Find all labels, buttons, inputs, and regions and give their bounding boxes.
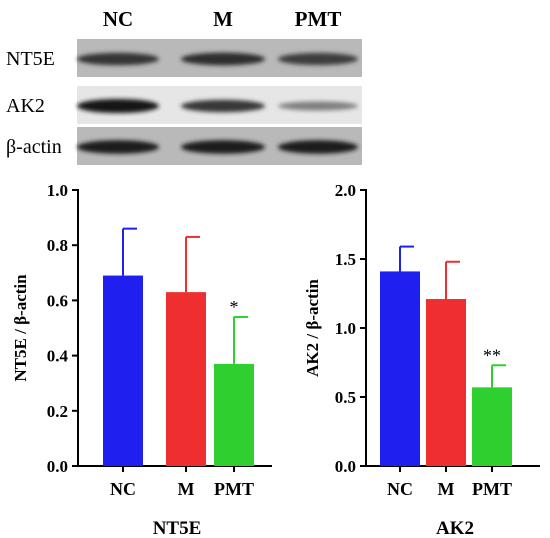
bar: [103, 275, 143, 466]
bar: [472, 387, 512, 466]
blot-lane-label: M: [213, 7, 233, 31]
x-tick-label: NC: [110, 479, 136, 499]
blot-row: NT5E: [6, 39, 362, 77]
y-tick-label: 1.5: [335, 250, 356, 269]
y-tick-label: 2.0: [335, 181, 356, 200]
blot-band: [77, 99, 159, 113]
y-tick-label: 1.0: [47, 181, 68, 200]
blot-rows: NT5E AK2 β-actin: [6, 39, 362, 165]
x-tick-label: M: [178, 479, 195, 499]
blot-band: [77, 140, 159, 154]
chart-title: AK2: [436, 518, 474, 538]
chart-title: NT5E: [153, 518, 202, 538]
bar: [380, 271, 420, 466]
x-tick-label: NC: [387, 479, 413, 499]
blot-row: AK2: [6, 86, 362, 124]
y-tick-label: 0.0: [335, 457, 356, 476]
blot-band: [181, 140, 265, 154]
significance-marker: *: [230, 297, 239, 317]
significance-marker: **: [483, 345, 501, 365]
blot-band: [278, 52, 358, 66]
blot-row-label: AK2: [6, 95, 45, 117]
y-tick-label: 0.6: [47, 291, 68, 310]
western-blot-panel: NC M PMT NT5E AK2 β-actin: [6, 7, 362, 165]
blot-row-label: NT5E: [6, 48, 55, 70]
x-tick-label: PMT: [472, 479, 512, 499]
x-tick-label: M: [438, 479, 455, 499]
blot-lane-labels: NC M PMT: [103, 7, 342, 31]
y-tick-label: 0.2: [47, 402, 68, 421]
nt5e-bar-chart: 0.0 0.2 0.4 0.6 0.8 1.0 NT5E / β-actin NC M * PMT N…: [11, 181, 272, 538]
y-tick-label: 0.5: [335, 388, 356, 407]
y-tick-label: 0.8: [47, 236, 68, 255]
x-tick-label: PMT: [214, 479, 254, 499]
y-tick-label: 0.0: [47, 457, 68, 476]
bar: [214, 363, 254, 466]
blot-band: [181, 52, 265, 66]
blot-band: [77, 52, 159, 66]
blot-lane-label: NC: [103, 7, 133, 31]
blot-band: [181, 99, 265, 113]
y-axis-label: AK2 / β-actin: [303, 279, 322, 377]
ak2-bar-chart: 0.0 0.5 1.0 1.5 2.0 AK2 / β-actin NC M ** PMT AK2: [303, 181, 540, 538]
blot-band: [278, 101, 358, 111]
bar: [426, 299, 466, 466]
y-tick-label: 1.0: [335, 319, 356, 338]
blot-lane-label: PMT: [295, 7, 342, 31]
blot-row-label: β-actin: [6, 136, 62, 158]
y-tick-label: 0.4: [47, 347, 69, 366]
bar: [166, 292, 206, 466]
y-axis-label: NT5E / β-actin: [11, 274, 30, 382]
blot-row: β-actin: [6, 127, 362, 165]
blot-band: [278, 140, 358, 154]
